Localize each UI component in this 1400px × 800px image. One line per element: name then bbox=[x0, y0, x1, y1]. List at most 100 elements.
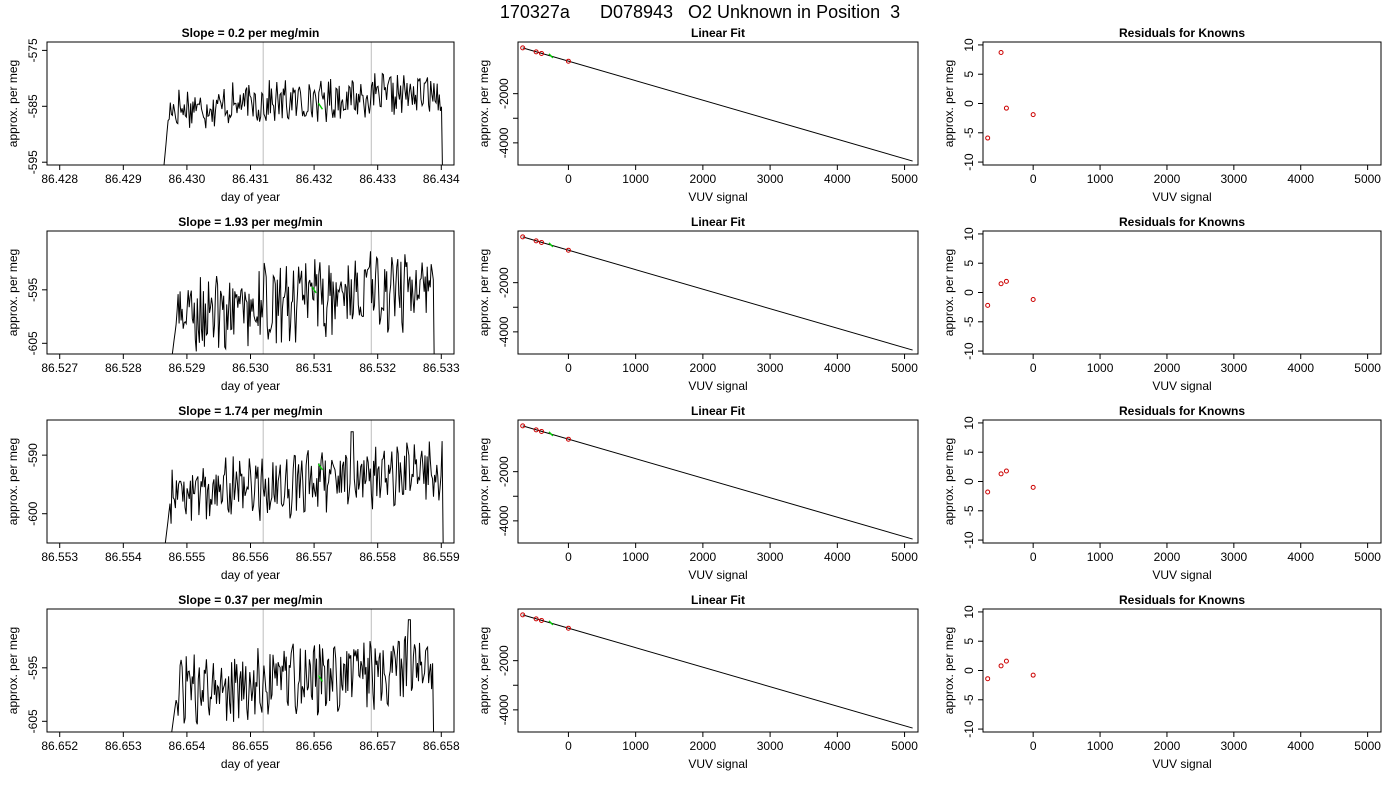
y-tick-label: -585 bbox=[26, 94, 40, 118]
x-tick-label: 1000 bbox=[622, 172, 649, 186]
x-tick-label: 5000 bbox=[1354, 361, 1381, 375]
residual-point bbox=[1003, 468, 1009, 474]
unknown-marker bbox=[317, 463, 324, 471]
x-tick-label: 2000 bbox=[690, 739, 717, 753]
plot-frame bbox=[517, 419, 919, 544]
y-axis-label: approx. per meg bbox=[477, 249, 491, 336]
x-tick-label: 86.558 bbox=[359, 550, 396, 564]
x-tick-label: 4000 bbox=[824, 361, 851, 375]
x-tick-label: 5000 bbox=[891, 172, 918, 186]
x-tick-label: 4000 bbox=[1287, 739, 1314, 753]
residual-point bbox=[985, 302, 991, 308]
plot-frame bbox=[517, 608, 919, 733]
plot-area bbox=[520, 423, 913, 540]
residual-point bbox=[998, 663, 1004, 669]
x-tick-label: 1000 bbox=[1087, 739, 1114, 753]
plot-area bbox=[985, 468, 1036, 495]
x-tick-label: 1000 bbox=[622, 739, 649, 753]
known-point bbox=[533, 49, 539, 55]
x-tick-label: 4000 bbox=[824, 739, 851, 753]
x-tick-label: 4000 bbox=[1287, 550, 1314, 564]
residual-point bbox=[985, 489, 991, 495]
y-tick-label: -5 bbox=[962, 127, 976, 138]
figure-title: 170327a D078943 O2 Unknown in Position 3 bbox=[499, 2, 901, 22]
x-tick-label: 86.532 bbox=[359, 361, 396, 375]
x-axis-label: VUV signal bbox=[1152, 568, 1211, 582]
residual-point bbox=[1030, 672, 1036, 678]
panel-4-residuals: Residuals for Knowns 0 1000 2000 3000 4000 500… bbox=[942, 593, 1382, 771]
y-tick-label: -4000 bbox=[497, 505, 511, 536]
fit-line bbox=[522, 236, 913, 351]
y-tick-label: -2000 bbox=[497, 78, 511, 109]
y-tick-label: -5 bbox=[962, 316, 976, 327]
known-point bbox=[539, 50, 545, 56]
known-point bbox=[533, 238, 539, 244]
plot-area bbox=[171, 609, 435, 732]
x-tick-label: 86.559 bbox=[423, 550, 460, 564]
x-tick-label: 86.555 bbox=[169, 550, 206, 564]
x-axis-label: VUV signal bbox=[688, 568, 747, 582]
y-tick-label: 10 bbox=[962, 416, 976, 430]
residual-point bbox=[998, 281, 1004, 287]
x-tick-label: 2000 bbox=[1154, 739, 1181, 753]
y-tick-label: 0 bbox=[962, 289, 976, 296]
y-axis-label: approx. per meg bbox=[477, 627, 491, 714]
x-tick-label: 5000 bbox=[891, 739, 918, 753]
y-tick-label: -2000 bbox=[497, 267, 511, 298]
x-tick-label: 0 bbox=[1030, 172, 1037, 186]
panel-2-residuals: Residuals for Knowns 0 1000 2000 3000 4000 500… bbox=[942, 215, 1382, 393]
residual-point bbox=[985, 676, 991, 682]
x-tick-label: 3000 bbox=[1220, 550, 1247, 564]
x-tick-label: 3000 bbox=[1220, 361, 1247, 375]
y-axis-label: approx. per meg bbox=[6, 627, 20, 714]
panel-title: Residuals for Knowns bbox=[1119, 215, 1245, 229]
x-tick-label: 86.655 bbox=[232, 739, 269, 753]
plot-frame bbox=[982, 41, 1382, 166]
y-axis-label: approx. per meg bbox=[942, 627, 956, 714]
x-tick-label: 5000 bbox=[891, 361, 918, 375]
plot-frame bbox=[46, 608, 455, 733]
plot-area bbox=[164, 420, 444, 543]
x-tick-label: 86.433 bbox=[359, 172, 396, 186]
x-tick-label: 86.657 bbox=[359, 739, 396, 753]
x-tick-label: 86.529 bbox=[169, 361, 206, 375]
panel-3-linear-fit: Linear Fit 0 1000 2000 3000 4000 5000 -2000 -400… bbox=[477, 404, 919, 582]
panel-title: Residuals for Knowns bbox=[1119, 593, 1245, 607]
residual-point bbox=[1030, 484, 1036, 490]
x-tick-label: 86.557 bbox=[296, 550, 333, 564]
y-tick-label: -595 bbox=[26, 655, 40, 679]
x-tick-label: 3000 bbox=[757, 550, 784, 564]
y-tick-label: -605 bbox=[26, 709, 40, 733]
x-axis-label: day of year bbox=[221, 190, 280, 204]
x-tick-label: 3000 bbox=[1220, 172, 1247, 186]
panel-4-linear-fit: Linear Fit 0 1000 2000 3000 4000 5000 -2000 -400… bbox=[477, 593, 919, 771]
x-tick-label: 0 bbox=[1030, 550, 1037, 564]
x-axis-label: VUV signal bbox=[688, 190, 747, 204]
x-tick-label: 86.533 bbox=[423, 361, 460, 375]
panel-title: Linear Fit bbox=[691, 26, 745, 40]
panel-2-linear-fit: Linear Fit 0 1000 2000 3000 4000 5000 -2000 -400… bbox=[477, 215, 919, 393]
panel-3-time-series: Slope = 1.74 per meg/min 86.553 86.554 86.5… bbox=[6, 404, 460, 582]
plot-area bbox=[520, 234, 913, 351]
residual-point bbox=[998, 471, 1004, 477]
panel-title: Linear Fit bbox=[691, 593, 745, 607]
x-axis-label: VUV signal bbox=[688, 757, 747, 771]
x-tick-label: 3000 bbox=[1220, 739, 1247, 753]
known-point bbox=[533, 427, 539, 433]
plot-area bbox=[163, 42, 443, 165]
plot-frame bbox=[982, 419, 1382, 544]
x-tick-label: 0 bbox=[565, 550, 572, 564]
y-tick-label: -4000 bbox=[497, 694, 511, 725]
panel-title: Slope = 0.2 per meg/min bbox=[182, 26, 320, 40]
y-tick-label: -4000 bbox=[497, 316, 511, 347]
y-axis-label: approx. per meg bbox=[477, 60, 491, 147]
panel-1-residuals: Residuals for Knowns 0 1000 2000 3000 4000 500… bbox=[942, 26, 1382, 204]
y-tick-label: -600 bbox=[26, 501, 40, 525]
y-tick-label: -5 bbox=[962, 505, 976, 516]
plot-area bbox=[520, 612, 913, 729]
y-tick-label: -5 bbox=[962, 694, 976, 705]
unknown-point bbox=[548, 53, 554, 59]
y-tick-label: 0 bbox=[962, 100, 976, 107]
x-tick-label: 2000 bbox=[690, 361, 717, 375]
x-tick-label: 86.528 bbox=[105, 361, 142, 375]
